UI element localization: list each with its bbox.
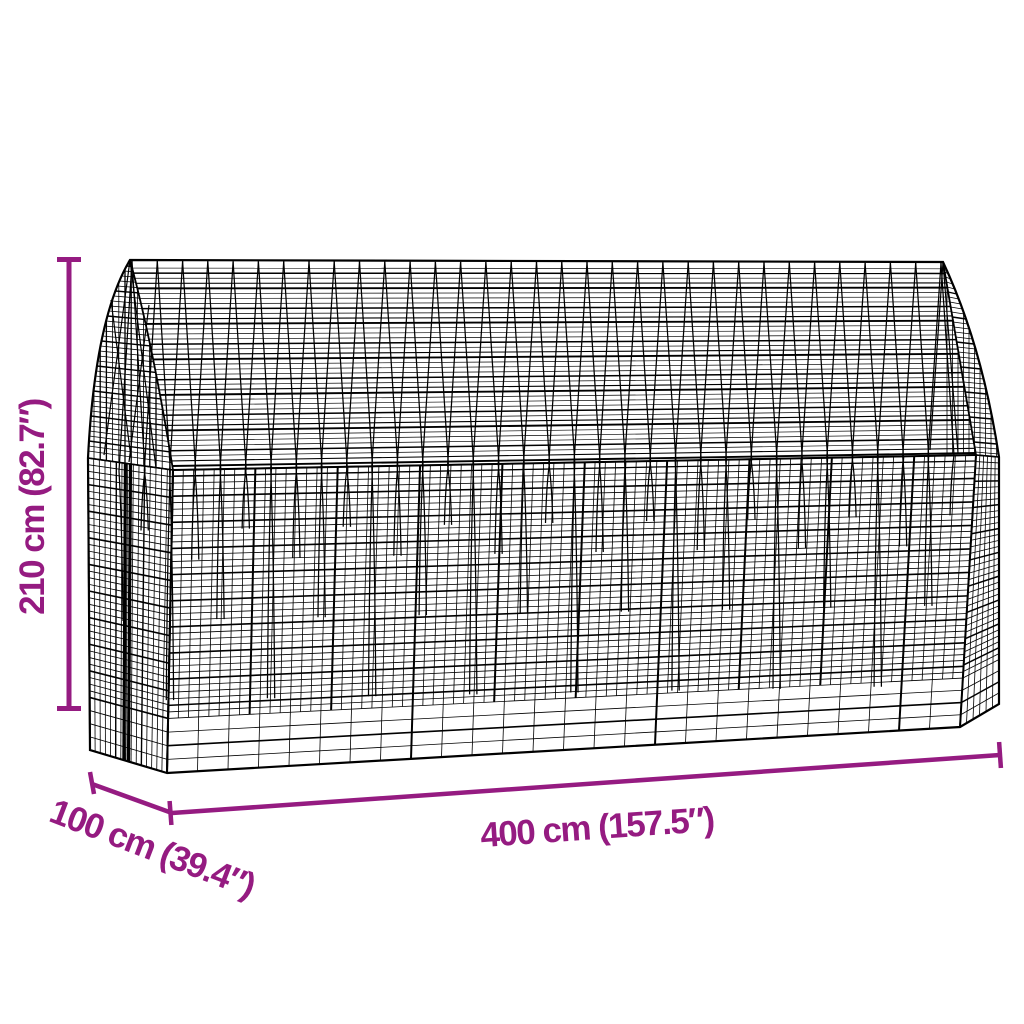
depth-dimension-line <box>91 781 173 816</box>
dimension-annotations <box>57 257 1004 826</box>
wire-structure <box>86 258 1001 775</box>
depth-dimension-cap-left <box>87 771 97 795</box>
width-dimension-cap-left <box>167 800 174 826</box>
width-dimension-line <box>171 752 1001 816</box>
width-dimension-cap-right <box>996 741 1004 769</box>
height-dimension-label: 210 cm (82.7″) <box>13 399 52 615</box>
